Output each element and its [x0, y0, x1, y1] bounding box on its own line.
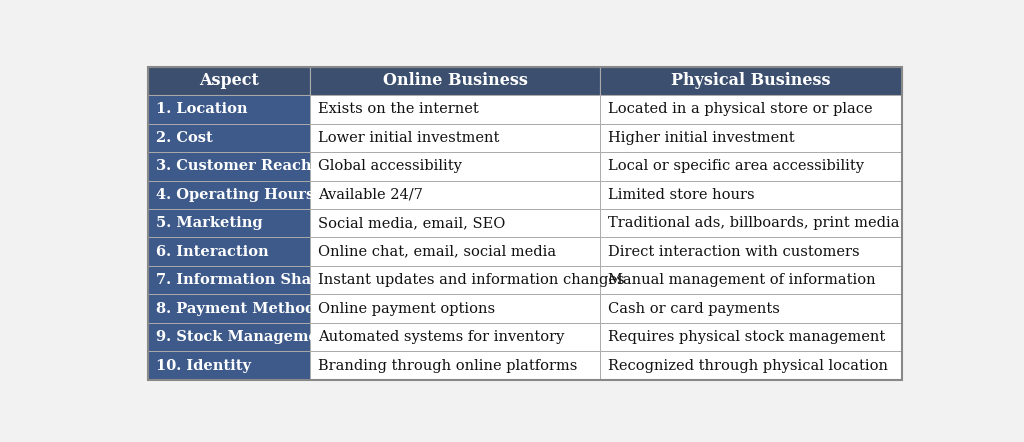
- Bar: [147, 237, 310, 266]
- Bar: [147, 67, 310, 95]
- Bar: [310, 180, 600, 209]
- Text: Online payment options: Online payment options: [317, 301, 495, 316]
- Text: Automated systems for inventory: Automated systems for inventory: [317, 330, 564, 344]
- Bar: [147, 351, 310, 380]
- Text: 2. Cost: 2. Cost: [156, 131, 213, 145]
- Bar: [310, 67, 600, 95]
- Bar: [147, 266, 310, 294]
- Text: Recognized through physical location: Recognized through physical location: [608, 358, 888, 373]
- Bar: [600, 209, 902, 237]
- Text: Global accessibility: Global accessibility: [317, 159, 462, 173]
- Bar: [310, 294, 600, 323]
- Text: Cash or card payments: Cash or card payments: [608, 301, 780, 316]
- Bar: [600, 323, 902, 351]
- Bar: [310, 323, 600, 351]
- Bar: [600, 95, 902, 124]
- Text: Limited store hours: Limited store hours: [608, 188, 755, 202]
- Text: Direct interaction with customers: Direct interaction with customers: [608, 245, 860, 259]
- Bar: [600, 266, 902, 294]
- Text: 1. Location: 1. Location: [156, 103, 247, 116]
- Text: Located in a physical store or place: Located in a physical store or place: [608, 103, 872, 116]
- Text: 8. Payment Methods: 8. Payment Methods: [156, 301, 324, 316]
- Bar: [310, 266, 600, 294]
- Bar: [147, 124, 310, 152]
- Text: Exists on the internet: Exists on the internet: [317, 103, 478, 116]
- Bar: [147, 323, 310, 351]
- Text: Requires physical stock management: Requires physical stock management: [608, 330, 886, 344]
- Bar: [310, 152, 600, 180]
- Text: Aspect: Aspect: [199, 72, 259, 89]
- Bar: [600, 152, 902, 180]
- Text: Branding through online platforms: Branding through online platforms: [317, 358, 578, 373]
- Bar: [600, 67, 902, 95]
- Text: Physical Business: Physical Business: [671, 72, 830, 89]
- Text: 10. Identity: 10. Identity: [156, 358, 251, 373]
- Text: Manual management of information: Manual management of information: [608, 273, 876, 287]
- Bar: [147, 209, 310, 237]
- Text: Instant updates and information changes: Instant updates and information changes: [317, 273, 625, 287]
- Text: 9. Stock Management: 9. Stock Management: [156, 330, 335, 344]
- Text: Social media, email, SEO: Social media, email, SEO: [317, 216, 505, 230]
- Bar: [600, 124, 902, 152]
- Bar: [147, 95, 310, 124]
- Bar: [147, 180, 310, 209]
- Text: Higher initial investment: Higher initial investment: [608, 131, 795, 145]
- Text: Lower initial investment: Lower initial investment: [317, 131, 500, 145]
- Bar: [310, 209, 600, 237]
- Bar: [310, 237, 600, 266]
- Text: Local or specific area accessibility: Local or specific area accessibility: [608, 159, 864, 173]
- Text: Online chat, email, social media: Online chat, email, social media: [317, 245, 556, 259]
- Text: Traditional ads, billboards, print media: Traditional ads, billboards, print media: [608, 216, 900, 230]
- Bar: [310, 351, 600, 380]
- Text: 6. Interaction: 6. Interaction: [156, 245, 268, 259]
- Bar: [600, 294, 902, 323]
- Bar: [147, 152, 310, 180]
- Bar: [310, 124, 600, 152]
- Bar: [600, 351, 902, 380]
- Text: 3. Customer Reach: 3. Customer Reach: [156, 159, 311, 173]
- Bar: [310, 95, 600, 124]
- Text: Online Business: Online Business: [383, 72, 527, 89]
- Bar: [600, 180, 902, 209]
- Text: Available 24/7: Available 24/7: [317, 188, 423, 202]
- Bar: [600, 237, 902, 266]
- Text: 4. Operating Hours: 4. Operating Hours: [156, 188, 314, 202]
- Text: 5. Marketing: 5. Marketing: [156, 216, 262, 230]
- Bar: [147, 294, 310, 323]
- Text: 7. Information Sharing: 7. Information Sharing: [156, 273, 345, 287]
